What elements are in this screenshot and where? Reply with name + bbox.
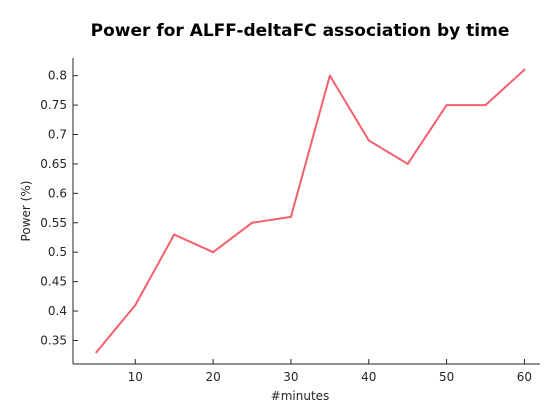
y-tick-label: 0.45	[40, 275, 67, 289]
power-data-point	[406, 162, 409, 165]
power-data-point	[328, 74, 331, 77]
y-tick-label: 0.6	[48, 186, 67, 200]
x-tick-label: 50	[439, 370, 454, 384]
series-layer	[95, 68, 526, 354]
y-tick-label: 0.55	[40, 216, 67, 230]
y-tick-label: 0.4	[48, 304, 67, 318]
power-data-point	[134, 304, 137, 307]
plot-area: 10 20 30 40 50 60 0.350.40.450.50.550.60.650.…	[40, 58, 540, 384]
x-tick-label: 40	[361, 370, 376, 384]
y-tick-label: 0.7	[48, 128, 67, 142]
y-axis-label: Power (%)	[19, 181, 33, 242]
y-tick-label: 0.8	[48, 69, 67, 83]
y-tick-label: 0.75	[40, 98, 67, 112]
x-axis-label: #minutes	[271, 389, 330, 403]
power-series-line	[95, 68, 526, 354]
power-data-point	[173, 233, 176, 236]
power-data-point	[445, 104, 448, 107]
power-data-point	[484, 104, 487, 107]
power-data-point	[523, 68, 526, 71]
x-tick-label: 60	[517, 370, 532, 384]
y-tick-label: 0.5	[48, 245, 67, 259]
y-tick-label: 0.65	[40, 157, 67, 171]
y-tick-label: 0.35	[40, 333, 67, 347]
y-axis-ticks: 0.35 0.4 0.45 0.5 0.55 0.6 0.65 0.7 0.75 0.8	[40, 69, 78, 347]
power-data-point	[212, 251, 215, 254]
x-axis-ticks: 10 20 30 40 50 60	[128, 359, 532, 384]
x-tick-label: 30	[283, 370, 298, 384]
power-data-point	[251, 221, 254, 224]
chart-title: Power for ALFF-deltaFC association by ti…	[91, 21, 510, 41]
power-data-point	[289, 215, 292, 218]
x-tick-label: 10	[128, 370, 143, 384]
power-data-point	[95, 351, 98, 354]
x-tick-label: 20	[205, 370, 220, 384]
power-data-point	[367, 139, 370, 142]
